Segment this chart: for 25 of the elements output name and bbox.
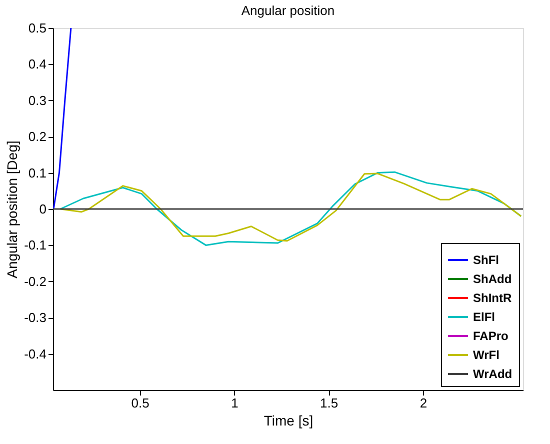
y-tick-label: 0.3 [28, 92, 46, 108]
y-tick-label: -0.3 [24, 310, 46, 326]
y-tick-label: -0.4 [24, 346, 46, 362]
x-tick-label: 1.5 [320, 396, 338, 410]
legend-label: WrFl [473, 348, 500, 362]
x-tick-label: 1 [231, 396, 238, 410]
legend-label: ShIntR [473, 291, 512, 305]
y-axis-title: Angular position [Deg] [4, 140, 20, 278]
legend-label: WrAdd [473, 367, 512, 381]
legend-label: ElFl [473, 310, 496, 324]
x-tick-label: 2 [420, 396, 428, 410]
line-series [52, 27, 72, 210]
y-tick-label: -0.2 [24, 274, 46, 289]
chart-title: Angular position [241, 3, 335, 18]
x-axis-title: Time [s] [264, 412, 314, 428]
y-tick-label: 0.5 [28, 20, 46, 36]
legend-label: ShAdd [473, 272, 512, 286]
legend-label: ShFl [473, 253, 499, 267]
y-tick-label: -0.1 [24, 238, 46, 253]
y-tick-label: 0.2 [28, 129, 46, 144]
legend-label: FAPro [473, 329, 508, 343]
y-tick-label: 0.1 [28, 165, 46, 180]
x-tick-label: 0.5 [131, 396, 150, 410]
y-tick-label: 0 [39, 202, 46, 216]
y-tick-label: 0.4 [28, 56, 46, 72]
